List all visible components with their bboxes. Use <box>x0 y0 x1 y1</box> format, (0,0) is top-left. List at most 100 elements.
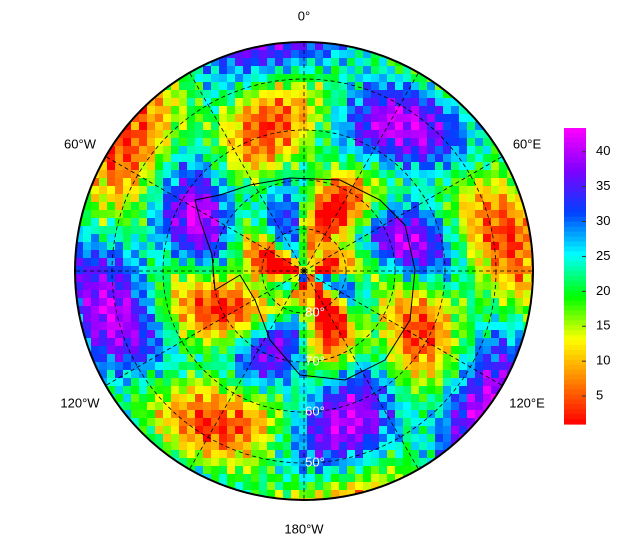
field-cell <box>235 234 243 242</box>
field-cell <box>467 466 475 474</box>
colorbar-segment <box>564 399 586 405</box>
field-cell <box>163 66 171 74</box>
field-cell <box>475 146 483 154</box>
field-cell <box>291 402 299 410</box>
field-cell <box>419 218 427 226</box>
field-cell <box>83 274 91 282</box>
field-cell <box>107 226 115 234</box>
field-cell <box>307 434 315 442</box>
field-cell <box>387 274 395 282</box>
field-cell <box>171 298 179 306</box>
field-cell <box>395 266 403 274</box>
field-cell <box>419 146 427 154</box>
field-cell <box>483 290 491 298</box>
field-cell <box>235 458 243 466</box>
field-cell <box>363 234 371 242</box>
field-cell <box>387 210 395 218</box>
field-cell <box>83 314 91 322</box>
field-cell <box>251 114 259 122</box>
field-cell <box>379 314 387 322</box>
field-cell <box>435 306 443 314</box>
field-cell <box>387 186 395 194</box>
field-cell <box>227 210 235 218</box>
field-cell <box>243 202 251 210</box>
field-cell <box>475 306 483 314</box>
field-cell <box>371 114 379 122</box>
field-cell <box>395 330 403 338</box>
field-cell <box>195 50 203 58</box>
field-cell <box>523 82 531 90</box>
field-cell <box>451 226 459 234</box>
field-cell <box>147 298 155 306</box>
field-cell <box>155 426 163 434</box>
field-cell <box>139 482 147 490</box>
field-cell <box>531 154 533 162</box>
field-cell <box>267 346 275 354</box>
field-cell <box>395 74 403 82</box>
field-cell <box>75 386 83 394</box>
field-cell <box>419 186 427 194</box>
field-cell <box>115 106 123 114</box>
field-cell <box>115 498 123 500</box>
field-cell <box>467 490 475 498</box>
field-cell <box>403 154 411 162</box>
field-cell <box>323 490 331 498</box>
field-cell <box>219 210 227 218</box>
field-cell <box>403 106 411 114</box>
field-cell <box>211 450 219 458</box>
field-cell <box>259 346 267 354</box>
field-cell <box>523 378 531 386</box>
field-cell <box>331 490 339 498</box>
field-cell <box>451 258 459 266</box>
field-cell <box>99 106 107 114</box>
field-cell <box>83 106 91 114</box>
field-cell <box>379 154 387 162</box>
field-cell <box>339 170 347 178</box>
field-cell <box>275 202 283 210</box>
field-cell <box>467 66 475 74</box>
field-cell <box>395 194 403 202</box>
field-cell <box>75 290 83 298</box>
field-cell <box>187 418 195 426</box>
field-cell <box>235 266 243 274</box>
field-cell <box>115 298 123 306</box>
field-cell <box>379 58 387 66</box>
field-cell <box>83 242 91 250</box>
field-cell <box>139 90 147 98</box>
field-cell <box>355 50 363 58</box>
field-cell <box>123 482 131 490</box>
field-cell <box>107 154 115 162</box>
field-cell <box>459 114 467 122</box>
field-cell <box>91 66 99 74</box>
field-cell <box>75 42 83 50</box>
field-cell <box>107 250 115 258</box>
field-cell <box>99 138 107 146</box>
field-cell <box>403 42 411 50</box>
colorbar-segment <box>564 261 586 267</box>
field-cell <box>283 50 291 58</box>
field-cell <box>523 338 531 346</box>
field-cell <box>499 498 507 500</box>
field-cell <box>235 202 243 210</box>
field-cell <box>403 210 411 218</box>
field-cell <box>283 154 291 162</box>
field-cell <box>219 362 227 370</box>
field-cell <box>355 250 363 258</box>
field-cell <box>171 226 179 234</box>
field-cell <box>435 274 443 282</box>
field-cell <box>459 354 467 362</box>
field-cell <box>307 58 315 66</box>
field-cell <box>387 66 395 74</box>
field-cell <box>99 82 107 90</box>
field-cell <box>139 58 147 66</box>
field-cell <box>363 106 371 114</box>
field-cell <box>403 482 411 490</box>
field-cell <box>203 210 211 218</box>
field-cell <box>403 130 411 138</box>
field-cell <box>451 194 459 202</box>
field-cell <box>123 90 131 98</box>
field-cell <box>363 98 371 106</box>
field-cell <box>203 418 211 426</box>
field-cell <box>339 194 347 202</box>
field-cell <box>219 186 227 194</box>
